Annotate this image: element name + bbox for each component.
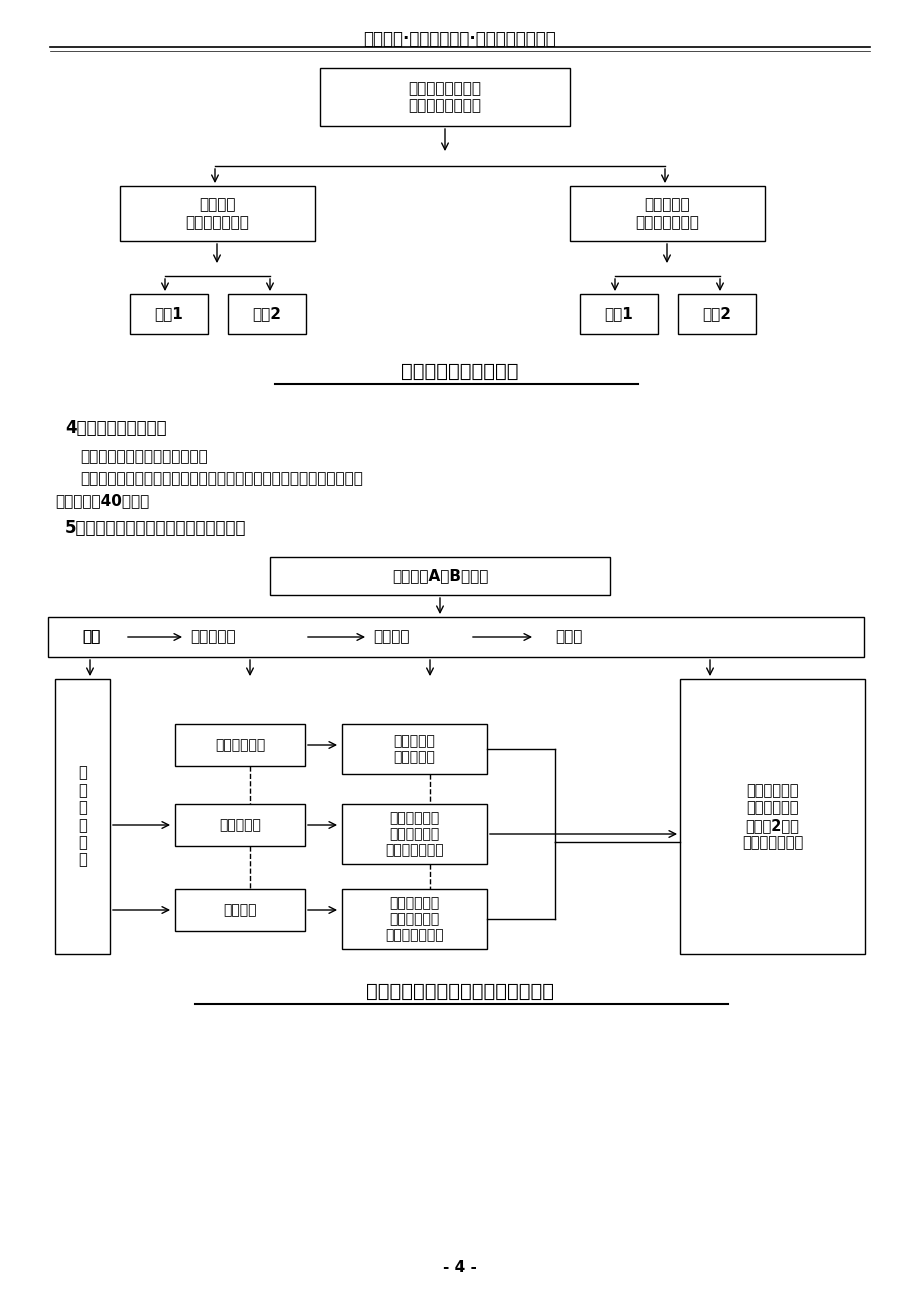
Bar bbox=[579, 294, 657, 335]
Text: 重庆协信·丹枫白露工程·基础工程施工方案: 重庆协信·丹枫白露工程·基础工程施工方案 bbox=[363, 30, 556, 48]
Bar bbox=[269, 557, 609, 595]
Text: 4、施工进度控制安排: 4、施工进度控制安排 bbox=[65, 419, 166, 437]
Bar bbox=[55, 680, 110, 954]
Text: 独立柱基础
第三平行施工段: 独立柱基础 第三平行施工段 bbox=[635, 198, 698, 229]
Text: 筏板基础: 筏板基础 bbox=[223, 904, 256, 917]
Text: 每个分项工程
按施工流水段
划分为2个质
量验收检验批。: 每个分项工程 按施工流水段 划分为2个质 量验收检验批。 bbox=[741, 783, 802, 850]
Text: 检验批: 检验批 bbox=[554, 629, 582, 644]
Bar bbox=[570, 186, 765, 241]
Text: 分为三平行施工段
组织平行流水施工: 分为三平行施工段 组织平行流水施工 bbox=[408, 81, 481, 113]
Text: 无支护土石方: 无支护土石方 bbox=[215, 738, 265, 753]
Text: 平行施工段划分示意图: 平行施工段划分示意图 bbox=[401, 362, 518, 381]
Text: 基础结构施工阶段：施工准备及测量放线在开工前进行；基础工程施工: 基础结构施工阶段：施工准备及测量放线在开工前进行；基础工程施工 bbox=[80, 471, 362, 486]
Text: 本工程主要工序进度安排如下：: 本工程主要工序进度安排如下： bbox=[80, 449, 208, 464]
Text: - 4 -: - 4 - bbox=[443, 1260, 476, 1275]
Text: 流水1: 流水1 bbox=[604, 306, 632, 322]
Text: 分部: 分部 bbox=[82, 629, 100, 644]
Bar bbox=[175, 724, 305, 766]
Text: 土石方开挖
土石方回填: 土石方开挖 土石方回填 bbox=[393, 734, 435, 764]
Text: 丹枫白露A、B栋工程: 丹枫白露A、B栋工程 bbox=[391, 569, 488, 583]
Bar bbox=[228, 294, 306, 335]
Text: 流水2: 流水2 bbox=[252, 306, 281, 322]
Text: 砼独立基础: 砼独立基础 bbox=[219, 818, 261, 832]
Bar bbox=[342, 724, 486, 773]
Bar bbox=[342, 889, 486, 949]
Bar bbox=[130, 294, 208, 335]
Bar bbox=[175, 889, 305, 931]
Text: 分项工程: 分项工程 bbox=[372, 629, 409, 644]
Bar bbox=[48, 617, 863, 658]
Text: 条形基础
第一平行施工段: 条形基础 第一平行施工段 bbox=[186, 198, 249, 229]
Text: 模板分项工程
钢筋分项工程
混凝土分项工程: 模板分项工程 钢筋分项工程 混凝土分项工程 bbox=[385, 811, 443, 857]
Text: 工期控制在40天内。: 工期控制在40天内。 bbox=[55, 493, 149, 508]
Text: 5、基础分项工程及质量验收检验批划分: 5、基础分项工程及质量验收检验批划分 bbox=[65, 519, 246, 536]
Bar bbox=[679, 680, 864, 954]
Text: 流水1: 流水1 bbox=[154, 306, 183, 322]
Bar bbox=[342, 805, 486, 865]
Bar bbox=[320, 68, 570, 126]
Bar bbox=[175, 805, 305, 846]
Text: 子分部工程: 子分部工程 bbox=[190, 629, 235, 644]
Text: 基础工程质量验收检验批划分示意图: 基础工程质量验收检验批划分示意图 bbox=[366, 982, 553, 1001]
Text: 基
础
分
部
工
程: 基 础 分 部 工 程 bbox=[78, 766, 86, 867]
Text: 分部: 分部 bbox=[82, 629, 100, 644]
Bar bbox=[677, 294, 755, 335]
Text: 流水2: 流水2 bbox=[702, 306, 731, 322]
Text: 模板分项工程
钢筋分项工程
混凝土分项工程: 模板分项工程 钢筋分项工程 混凝土分项工程 bbox=[385, 896, 443, 943]
Bar bbox=[119, 186, 314, 241]
